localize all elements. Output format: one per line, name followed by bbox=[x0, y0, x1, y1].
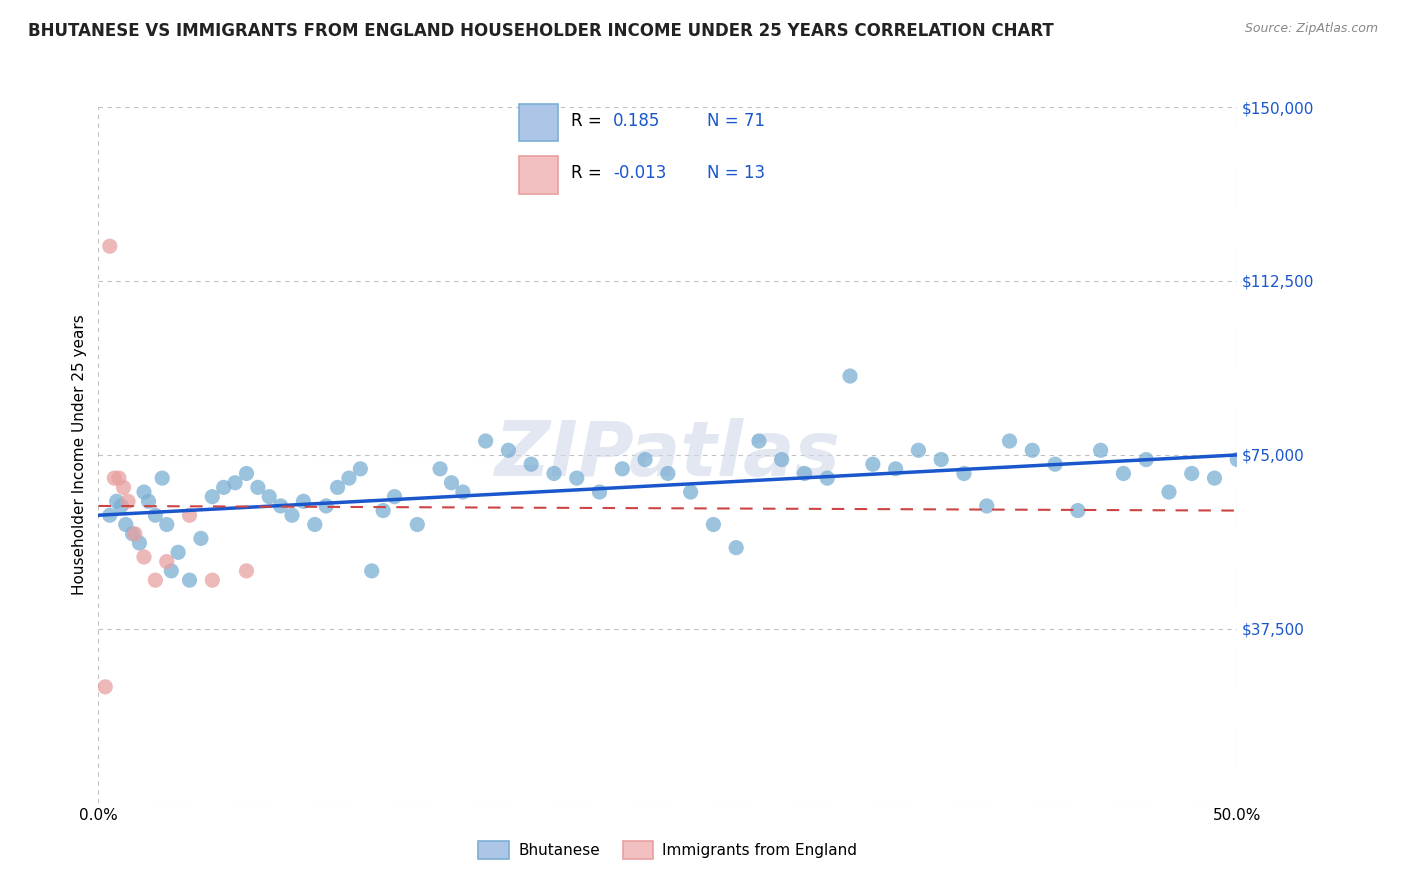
Point bbox=[103, 471, 125, 485]
Point bbox=[770, 452, 793, 467]
Point bbox=[793, 467, 815, 481]
Point bbox=[292, 494, 315, 508]
Point bbox=[657, 467, 679, 481]
Point bbox=[907, 443, 929, 458]
Point bbox=[145, 508, 167, 523]
Point bbox=[998, 434, 1021, 448]
Point bbox=[815, 471, 838, 485]
Point bbox=[520, 457, 543, 471]
Point bbox=[612, 462, 634, 476]
Point bbox=[112, 480, 135, 494]
Point bbox=[315, 499, 337, 513]
Point bbox=[150, 471, 173, 485]
Point bbox=[138, 494, 160, 508]
Point bbox=[201, 573, 224, 587]
Point bbox=[114, 517, 136, 532]
Point bbox=[451, 485, 474, 500]
Point bbox=[349, 462, 371, 476]
Point bbox=[235, 564, 257, 578]
Point bbox=[929, 452, 952, 467]
Point bbox=[543, 467, 565, 481]
Point bbox=[124, 526, 146, 541]
Point bbox=[281, 508, 304, 523]
Point bbox=[246, 480, 269, 494]
Point bbox=[440, 475, 463, 490]
Point bbox=[128, 536, 150, 550]
Point bbox=[474, 434, 496, 448]
Point bbox=[953, 467, 976, 481]
Text: Source: ZipAtlas.com: Source: ZipAtlas.com bbox=[1244, 22, 1378, 36]
Point bbox=[429, 462, 451, 476]
Point bbox=[156, 555, 179, 569]
Point bbox=[565, 471, 588, 485]
Point bbox=[337, 471, 360, 485]
Text: BHUTANESE VS IMMIGRANTS FROM ENGLAND HOUSEHOLDER INCOME UNDER 25 YEARS CORRELATI: BHUTANESE VS IMMIGRANTS FROM ENGLAND HOU… bbox=[28, 22, 1054, 40]
Point bbox=[201, 490, 224, 504]
Point bbox=[1181, 467, 1204, 481]
Point bbox=[884, 462, 907, 476]
Point bbox=[110, 499, 132, 513]
Point bbox=[748, 434, 770, 448]
Point bbox=[132, 549, 155, 564]
Point bbox=[145, 573, 167, 587]
Point bbox=[406, 517, 429, 532]
Text: ZIPatlas: ZIPatlas bbox=[495, 418, 841, 491]
Point bbox=[498, 443, 520, 458]
Point bbox=[1090, 443, 1112, 458]
Point bbox=[94, 680, 117, 694]
Point bbox=[259, 490, 281, 504]
Point bbox=[270, 499, 292, 513]
Point bbox=[121, 526, 143, 541]
Text: N = 71: N = 71 bbox=[707, 112, 765, 129]
FancyBboxPatch shape bbox=[519, 156, 558, 194]
Point bbox=[167, 545, 190, 559]
Text: R =: R = bbox=[571, 164, 602, 182]
Point bbox=[117, 494, 139, 508]
Point bbox=[179, 508, 201, 523]
Point bbox=[371, 503, 394, 517]
Point bbox=[679, 485, 702, 500]
Text: R =: R = bbox=[571, 112, 602, 129]
Point bbox=[98, 508, 121, 523]
Point bbox=[235, 467, 257, 481]
Point bbox=[702, 517, 724, 532]
Point bbox=[1067, 503, 1090, 517]
Point bbox=[108, 471, 131, 485]
Point bbox=[179, 573, 201, 587]
Point bbox=[156, 517, 179, 532]
Y-axis label: Householder Income Under 25 years: Householder Income Under 25 years bbox=[72, 315, 87, 595]
Point bbox=[212, 480, 235, 494]
Point bbox=[304, 517, 326, 532]
Point bbox=[1204, 471, 1226, 485]
Point bbox=[160, 564, 183, 578]
Point bbox=[634, 452, 657, 467]
Point bbox=[976, 499, 998, 513]
Point bbox=[1043, 457, 1066, 471]
Point bbox=[105, 494, 128, 508]
Point bbox=[190, 532, 212, 546]
Point bbox=[132, 485, 155, 500]
Point bbox=[224, 475, 246, 490]
Point bbox=[326, 480, 349, 494]
Point bbox=[1157, 485, 1180, 500]
Point bbox=[98, 239, 121, 253]
Point bbox=[1021, 443, 1043, 458]
Point bbox=[384, 490, 406, 504]
Point bbox=[1112, 467, 1135, 481]
Point bbox=[839, 369, 862, 384]
FancyBboxPatch shape bbox=[519, 104, 558, 141]
Point bbox=[1135, 452, 1157, 467]
Point bbox=[588, 485, 610, 500]
Text: N = 13: N = 13 bbox=[707, 164, 765, 182]
Point bbox=[1226, 452, 1249, 467]
Point bbox=[862, 457, 884, 471]
Point bbox=[725, 541, 748, 555]
Legend: Bhutanese, Immigrants from England: Bhutanese, Immigrants from England bbox=[472, 835, 863, 864]
Point bbox=[360, 564, 382, 578]
Text: -0.013: -0.013 bbox=[613, 164, 666, 182]
Text: 0.185: 0.185 bbox=[613, 112, 661, 129]
